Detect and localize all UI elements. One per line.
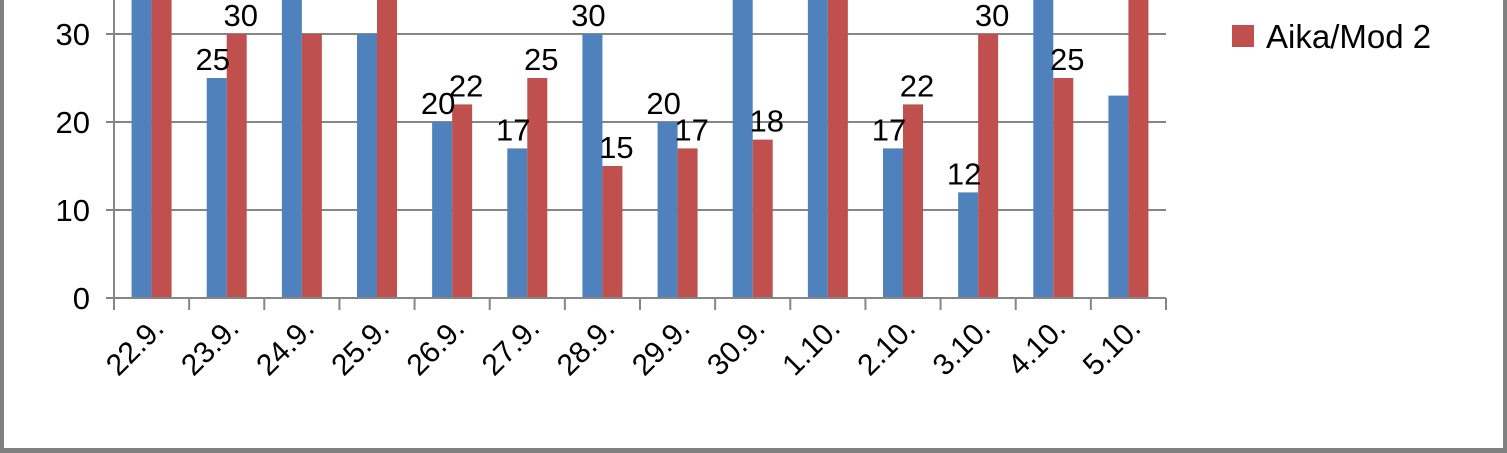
- bar-series2-25-9: [377, 0, 397, 298]
- bar-series2-29-9: [677, 148, 698, 298]
- bar-series2-22-9: [151, 0, 172, 298]
- bar-series1-27-9: [507, 148, 528, 298]
- bar-series2-4-10: [1053, 78, 1074, 298]
- x-tick-label: 3.10.: [927, 312, 998, 383]
- data-label: 20: [421, 86, 455, 121]
- bar-series1-29-9: [657, 122, 678, 298]
- legend: Aika/Mod 2: [1232, 18, 1431, 55]
- y-tick-label: 20: [56, 105, 90, 140]
- x-tick-label: 26.9.: [401, 312, 472, 383]
- x-tick-label: 24.9.: [250, 312, 321, 383]
- bar-series2-28-9: [602, 166, 623, 298]
- gridlines: [114, 33, 1166, 211]
- legend-swatch: [1232, 25, 1254, 47]
- x-tick-label: 1.10.: [776, 312, 847, 383]
- bar-series2-1-10: [827, 0, 848, 298]
- bar-series1-24-9: [281, 0, 302, 298]
- bar-series2-3-10: [978, 34, 999, 298]
- bar-series2-5-10: [1128, 0, 1149, 298]
- data-label: 30: [975, 0, 1009, 33]
- legend-label: Aika/Mod 2: [1266, 18, 1431, 55]
- bar-series1-5-10: [1108, 95, 1129, 298]
- y-tick-label: 30: [56, 17, 90, 52]
- bar-series2-30-9: [752, 139, 773, 298]
- y-axis-ticks: 0 10 20 30: [56, 17, 90, 316]
- data-label: 17: [872, 112, 906, 147]
- x-tick-label: 27.9.: [476, 312, 547, 383]
- bar-series2-27-9: [527, 78, 548, 298]
- bar-series1-1-10: [807, 0, 828, 298]
- data-label: 22: [449, 68, 483, 103]
- x-tick-label: 28.9.: [551, 312, 622, 383]
- x-tick-label: 23.9.: [175, 312, 246, 383]
- y-tick-label: 10: [56, 193, 90, 228]
- bar-chart: 0 10 20 30 22.9. 23.9. 24.9. 25.9. 26.9. 27.9. 28…: [56, 0, 1431, 383]
- bar-series1-4-10: [1033, 0, 1054, 298]
- bar-series2-23-9: [226, 34, 247, 298]
- bar-series1-28-9: [582, 34, 603, 298]
- data-label: 25: [195, 42, 229, 77]
- bar-series1-22-9: [131, 0, 152, 298]
- data-label: 20: [646, 86, 680, 121]
- data-label: 30: [223, 0, 257, 33]
- bar-series1-3-10: [958, 192, 979, 298]
- bar-series2-24-9: [301, 34, 322, 298]
- bar-series1-30-9: [732, 0, 753, 298]
- data-label: 25: [524, 42, 558, 77]
- data-label: 15: [599, 130, 633, 165]
- bar-series1-23-9: [206, 78, 227, 298]
- x-axis-ticks: 22.9. 23.9. 24.9. 25.9. 26.9. 27.9. 28.9. 29.9.…: [100, 312, 1147, 383]
- x-tick-label: 22.9.: [100, 312, 171, 383]
- x-tick-label: 25.9.: [325, 312, 396, 383]
- data-label: 22: [900, 68, 934, 103]
- axes: [106, 0, 1167, 310]
- x-tick-label: 5.10.: [1077, 312, 1148, 383]
- bar-series2-2-10: [903, 104, 923, 299]
- x-tick-label: 4.10.: [1002, 312, 1073, 383]
- data-label: 17: [496, 112, 530, 147]
- data-label: 12: [947, 156, 981, 191]
- data-labels: 25303030202217253015201718172212302523: [195, 0, 1084, 191]
- data-label: 17: [674, 112, 708, 147]
- data-label: 25: [1050, 42, 1084, 77]
- data-label: 30: [571, 0, 605, 33]
- bar-series1-25-9: [357, 34, 377, 298]
- x-tick-label: 2.10.: [851, 312, 922, 383]
- bar-series1-2-10: [883, 148, 903, 298]
- data-label: 18: [749, 104, 783, 139]
- bar-series1-26-9: [432, 122, 453, 298]
- x-tick-label: 30.9.: [701, 312, 772, 383]
- bar-series2-26-9: [452, 104, 473, 299]
- x-tick-label: 29.9.: [626, 312, 697, 383]
- bars: [131, 0, 1149, 299]
- y-tick-label: 0: [73, 281, 90, 316]
